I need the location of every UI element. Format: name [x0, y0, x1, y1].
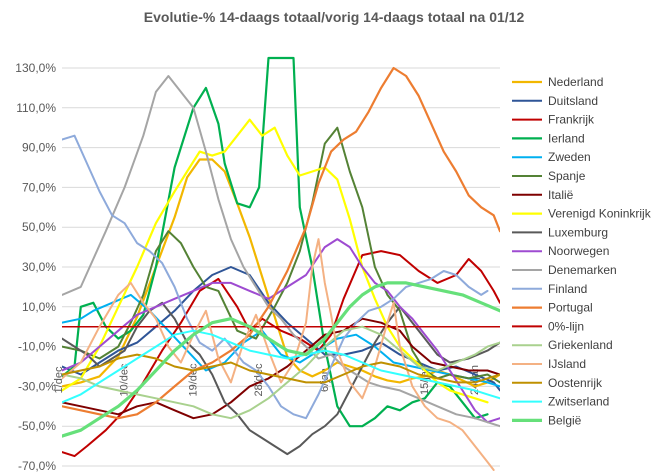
- series-line: [62, 250, 500, 458]
- series-line: [62, 56, 489, 428]
- y-tick-label: 10,0%: [22, 300, 56, 314]
- legend-label: 0%-lijn: [548, 319, 584, 333]
- legend-label: Frankrijk: [548, 113, 595, 127]
- legend-label: Noorwegen: [548, 244, 609, 258]
- y-tick-label: 30,0%: [22, 260, 56, 274]
- y-axis-ticks: -70,0% -50,0% -30,0% -10,0% 10,0% 30,0% 50,0% 7…: [15, 61, 56, 473]
- y-tick-label: 110,0%: [16, 101, 56, 115]
- legend-label: Portugal: [548, 301, 593, 315]
- legend-label: Ierland: [548, 131, 585, 145]
- series-line: [62, 325, 500, 420]
- legend-label: Denemarken: [548, 263, 617, 277]
- series-line: [62, 281, 500, 438]
- series-line: [62, 66, 500, 420]
- series-line: [62, 317, 500, 420]
- series-line: [62, 293, 500, 388]
- series-line: [62, 238, 495, 471]
- legend-label: Italië: [548, 188, 574, 202]
- series-lines: [62, 56, 500, 471]
- legend-label: Zweden: [548, 150, 591, 164]
- legend-label: Oostenrijk: [548, 376, 603, 390]
- y-tick-label: 50,0%: [22, 220, 56, 234]
- legend: Nederland Duitsland Frankrijk Ierland Zweden…: [512, 75, 652, 427]
- gridlines: [62, 67, 500, 467]
- chart-title: Evolutie-% 14-daags totaal/vorig 14-daag…: [144, 9, 525, 25]
- series-line: [62, 301, 500, 456]
- y-tick-label: 90,0%: [22, 141, 56, 155]
- series-line: [62, 329, 500, 404]
- series-line: [62, 158, 500, 388]
- legend-label: Duitsland: [548, 94, 598, 108]
- x-tick-label: 19/dec: [188, 363, 200, 397]
- legend-label: België: [548, 413, 582, 427]
- legend-label: Luxemburg: [548, 225, 608, 239]
- series-line: [62, 75, 500, 428]
- legend-label: Finland: [548, 282, 587, 296]
- y-tick-label: -70,0%: [18, 459, 56, 473]
- legend-label: Nederland: [548, 75, 603, 89]
- x-tick-label: 10/dec: [119, 363, 131, 397]
- series-line: [62, 118, 489, 404]
- series-line: [62, 353, 500, 384]
- legend-label: IJsland: [548, 357, 586, 371]
- legend-label: Griekenland: [548, 338, 613, 352]
- y-tick-label: -30,0%: [18, 379, 56, 393]
- legend-label: Zwitserland: [548, 395, 609, 409]
- y-tick-label: 130,0%: [15, 61, 56, 75]
- legend-label: Verenigd Koninkrijk: [548, 207, 652, 221]
- y-tick-label: -50,0%: [18, 419, 56, 433]
- y-tick-label: -10,0%: [18, 340, 56, 354]
- series-line: [62, 134, 489, 420]
- y-tick-label: 70,0%: [22, 180, 56, 194]
- legend-label: Spanje: [548, 169, 586, 183]
